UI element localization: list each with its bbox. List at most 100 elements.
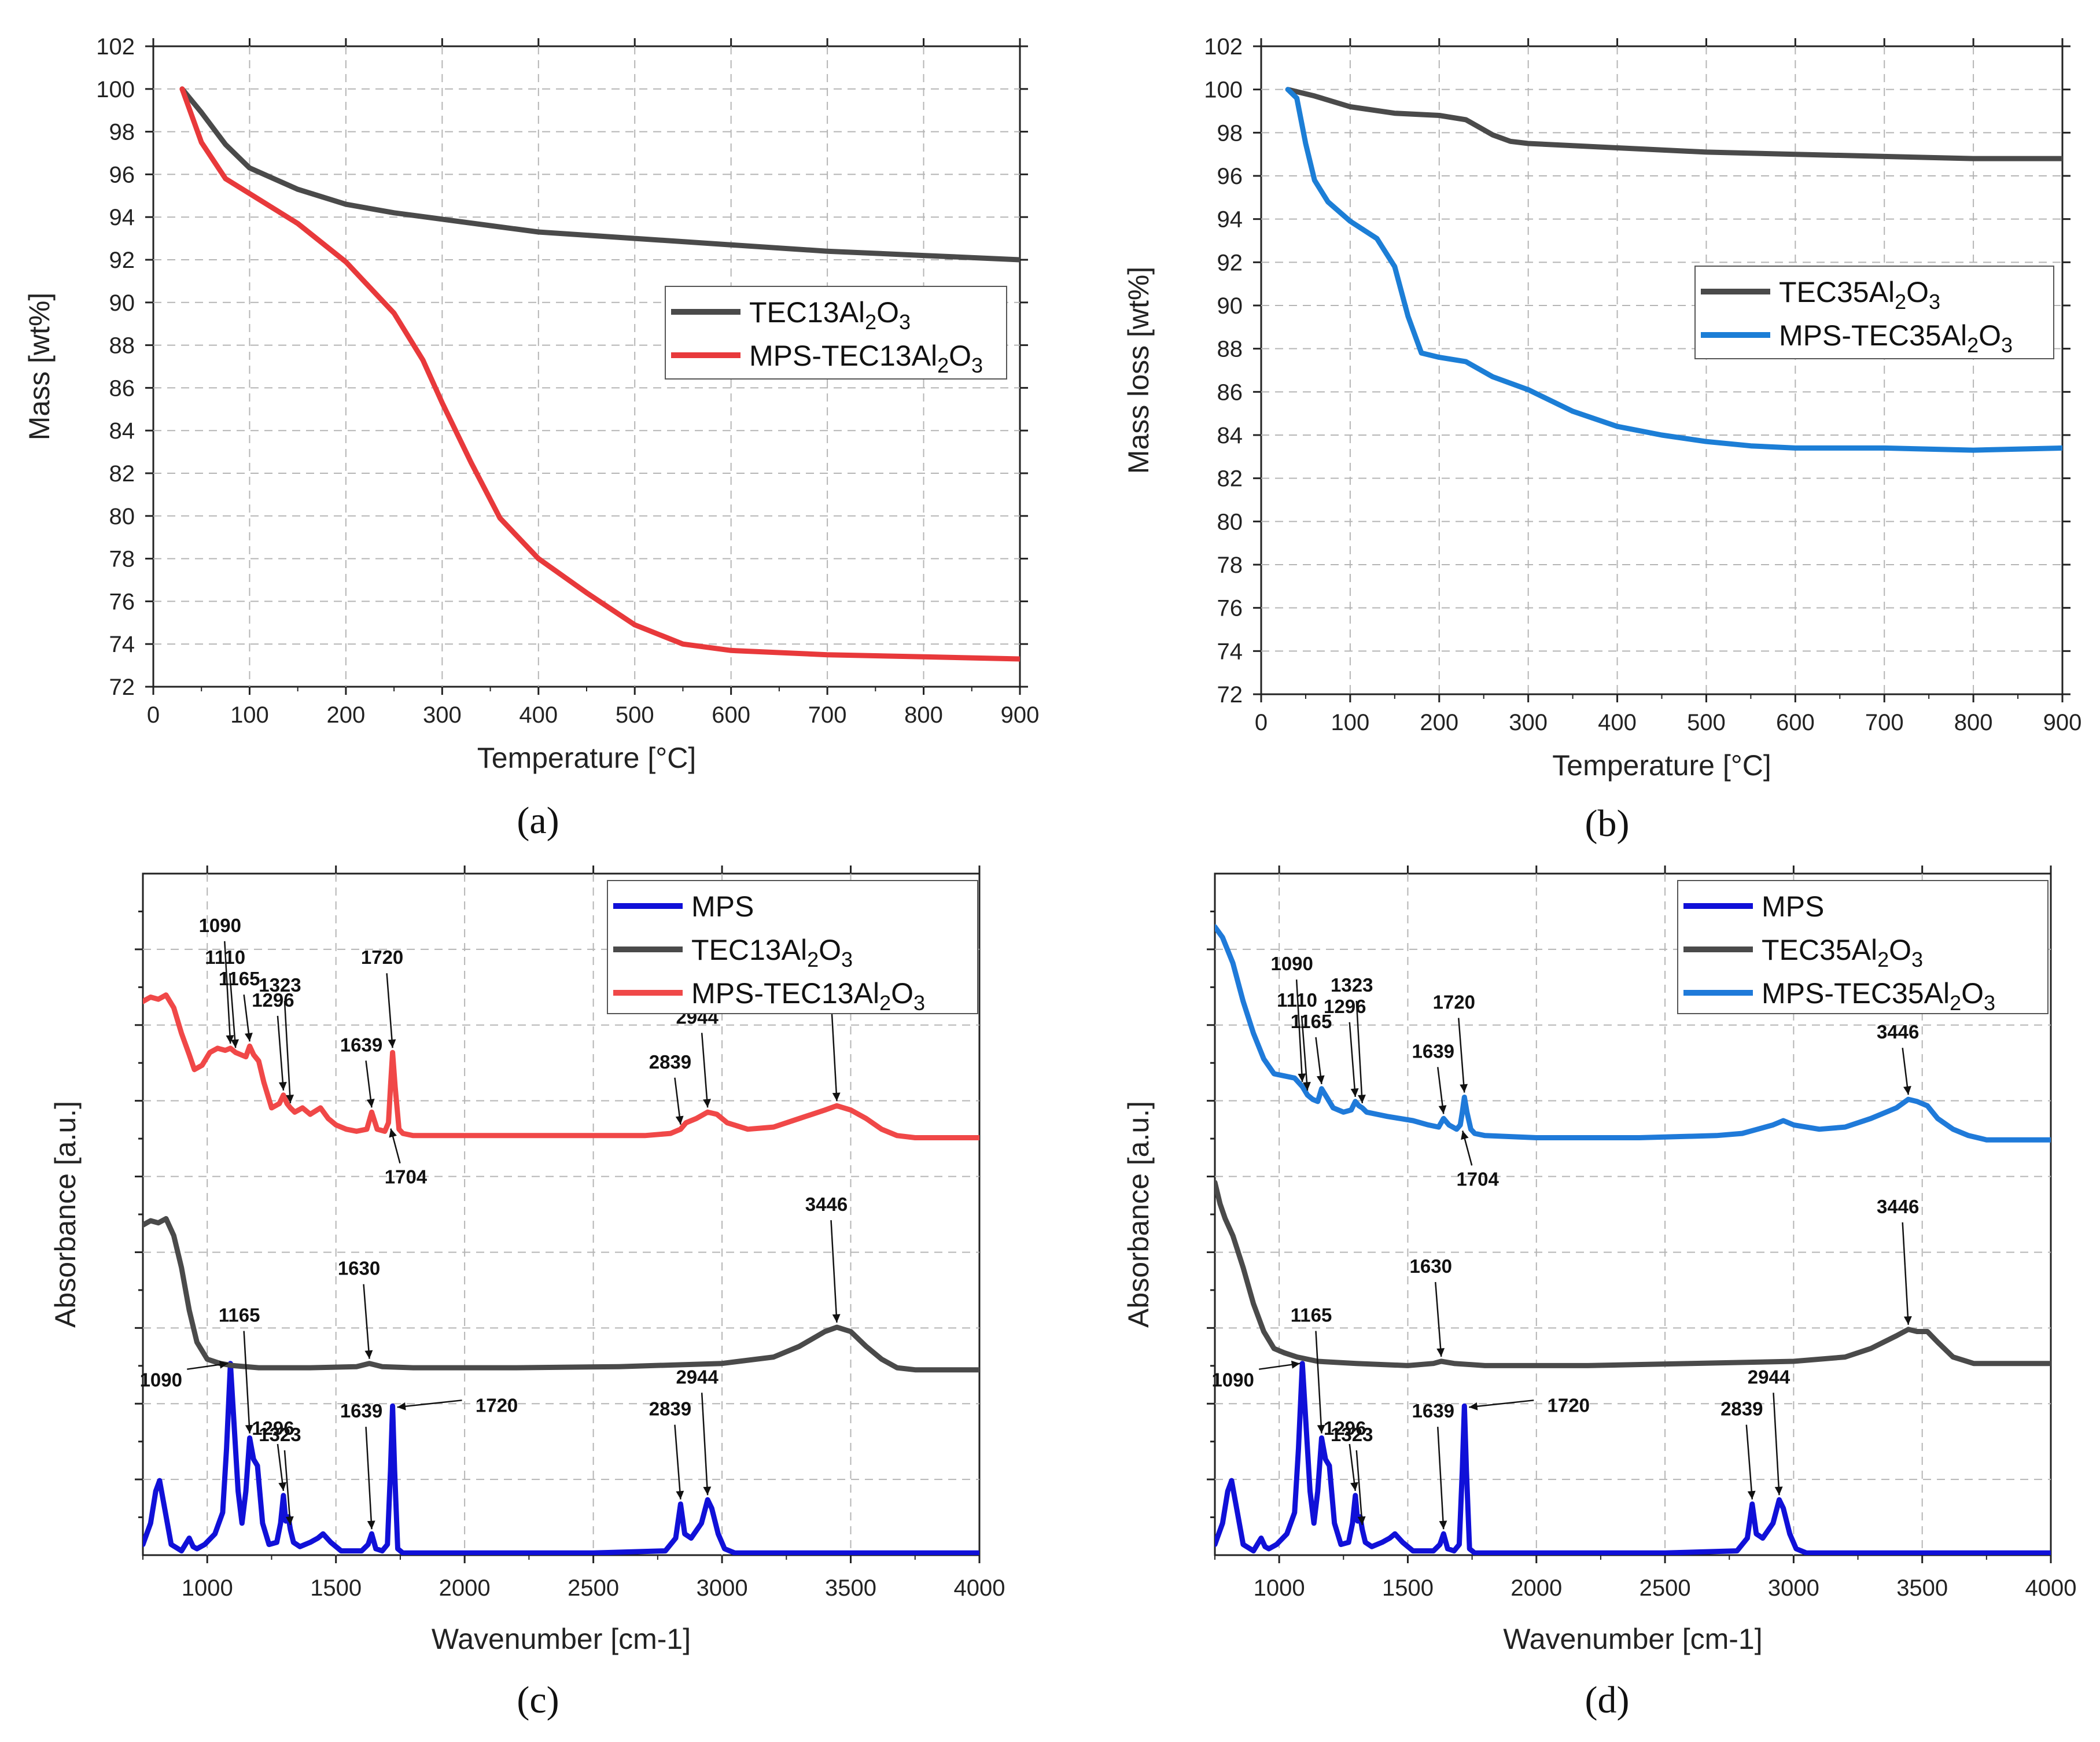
y-tick-label: 82 (1217, 466, 1243, 492)
annotation-label-1639: 1639 (1412, 1040, 1454, 1062)
x-tick-label: 800 (1954, 710, 1993, 735)
y-tick-label: 100 (1204, 78, 1243, 103)
annotation-label-1165: 1165 (1291, 1305, 1332, 1326)
legend-label-tec35al2o3: TEC35Al2O3 (1779, 276, 1940, 314)
legend-text-main: MPS-TEC35Al (1762, 977, 1950, 1010)
y-tick-label: 90 (109, 290, 135, 316)
annotation-arrowhead (1317, 1424, 1325, 1434)
y-axis-title: Absorbance [a.u.] (1122, 1101, 1155, 1328)
x-tick-label: 3000 (697, 1575, 748, 1601)
legend-text-mid: O (876, 296, 899, 329)
x-tick-label: 900 (1001, 702, 1040, 728)
annotation-arrowhead (278, 1482, 287, 1491)
legend-text-mid: O (1979, 319, 2001, 352)
annotation-arrow (277, 1015, 285, 1091)
annotation-arrowhead (397, 1402, 406, 1410)
y-tick-label: 96 (109, 162, 135, 187)
annotation-arrowhead (1461, 1130, 1469, 1140)
annotation-label-1090: 1090 (140, 1369, 182, 1391)
x-axis-title: Wavenumber [cm-1] (432, 1623, 691, 1655)
legend-text-main: MPS (691, 890, 754, 923)
legend-subscript: 2 (807, 948, 819, 971)
annotation-arrowhead (1316, 1075, 1325, 1084)
legend-text-main: TEC13Al (749, 296, 865, 329)
legend-label-mps-tec13al2o3: MPS-TEC13Al2O3 (691, 977, 925, 1015)
annotation-label-1704: 1704 (385, 1166, 428, 1188)
x-tick-label: 1500 (310, 1575, 362, 1601)
x-tick-label: 3000 (1768, 1575, 1819, 1601)
x-tick-label: 0 (1255, 710, 1268, 735)
legend-box (1694, 266, 2054, 359)
annotation-arrowhead (1438, 1105, 1447, 1114)
annotation-label-1296: 1296 (252, 1417, 294, 1439)
y-tick-label: 78 (109, 547, 135, 572)
annotation-arrow (243, 1331, 250, 1434)
annotation-arrowhead (703, 1486, 712, 1496)
annotation-label-2839: 2839 (649, 1398, 691, 1420)
x-tick-label: 300 (423, 702, 462, 728)
legend-subscript: 2 (865, 310, 876, 334)
x-tick-label: 2000 (439, 1575, 491, 1601)
series-line-mps (1215, 1361, 2051, 1555)
annotation-arrowhead (1774, 1486, 1783, 1496)
annotation-label-2839: 2839 (1720, 1398, 1763, 1420)
series-line-tec35al2o3 (1215, 1180, 2051, 1368)
annotation-arrow (229, 973, 237, 1048)
y-tick-label: 84 (1217, 423, 1243, 448)
x-tick-label: 500 (1687, 710, 1726, 735)
legend-label-mps: MPS (1762, 890, 1824, 923)
annotation-label-1090: 1090 (199, 915, 241, 936)
series-line-tec13al2o3 (143, 1216, 979, 1373)
y-tick-label: 98 (1217, 120, 1243, 146)
x-tick-label: 1000 (182, 1575, 233, 1601)
annotation-label-1704: 1704 (1456, 1168, 1499, 1189)
annotation-arrow (224, 941, 231, 1044)
y-tick-label: 78 (1217, 553, 1243, 578)
annotation-label-1630: 1630 (338, 1258, 380, 1279)
x-tick-label: 4000 (2025, 1575, 2077, 1601)
annotation-label-1720: 1720 (476, 1394, 518, 1416)
annotation-arrowhead (1469, 1402, 1478, 1410)
x-tick-label: 0 (147, 702, 160, 728)
legend-label-tec35al2o3: TEC35Al2O3 (1762, 934, 1923, 971)
y-tick-label: 102 (1204, 34, 1243, 60)
panel-caption-a: (a) (517, 800, 559, 842)
annotation-arrowhead (1747, 1490, 1756, 1500)
annotation-label-1639: 1639 (1412, 1400, 1454, 1421)
legend-text-mid: O (891, 977, 913, 1010)
annotation-arrowhead (1350, 1088, 1359, 1097)
x-tick-label: 700 (1865, 710, 1904, 735)
annotation-label-1323: 1323 (259, 1424, 301, 1445)
x-tick-label: 2500 (1640, 1575, 1691, 1601)
x-tick-label: 100 (1331, 710, 1370, 735)
annotation-arrow (283, 1450, 292, 1525)
y-axis-title: Mass loss [wt%] (1122, 267, 1155, 474)
annotation-arrow (1300, 1015, 1309, 1091)
x-tick-label: 900 (2043, 710, 2082, 735)
legend-subscript: 2 (937, 353, 949, 377)
annotation-arrowhead (389, 1128, 397, 1138)
annotation-label-1639: 1639 (340, 1400, 382, 1421)
y-tick-label: 92 (109, 248, 135, 273)
chart-panel-b: 0 100 200 300 400 500 600 700 800 900 72 74 76 78 80 82… (1122, 34, 2081, 845)
y-axis-title: Absorbance [a.u.] (49, 1101, 82, 1328)
x-tick-label: 1500 (1382, 1575, 1434, 1601)
x-tick-label: 3500 (825, 1575, 876, 1601)
legend-text-mid: O (1906, 276, 1929, 308)
annotation-arrowhead (226, 1035, 234, 1044)
panel-caption-c: (c) (517, 1679, 559, 1721)
legend-subscript: 3 (841, 948, 853, 971)
y-tick-label: 88 (109, 333, 135, 359)
annotation-label-1323: 1323 (259, 974, 301, 996)
legend-box (665, 286, 1007, 380)
legend-subscript: 3 (1911, 948, 1923, 971)
y-tick-label: 76 (109, 589, 135, 614)
legend-subscript: 3 (1929, 290, 1940, 314)
annotation-arrowhead (364, 1350, 373, 1359)
legend-subscript: 3 (913, 991, 925, 1015)
series-line-mps-tec13al2o3 (179, 86, 1020, 662)
legend-text-main: MPS-TEC13Al (749, 340, 937, 372)
annotation-label-2839: 2839 (649, 1051, 691, 1073)
x-axis-title: Temperature [°C] (1552, 749, 1771, 782)
